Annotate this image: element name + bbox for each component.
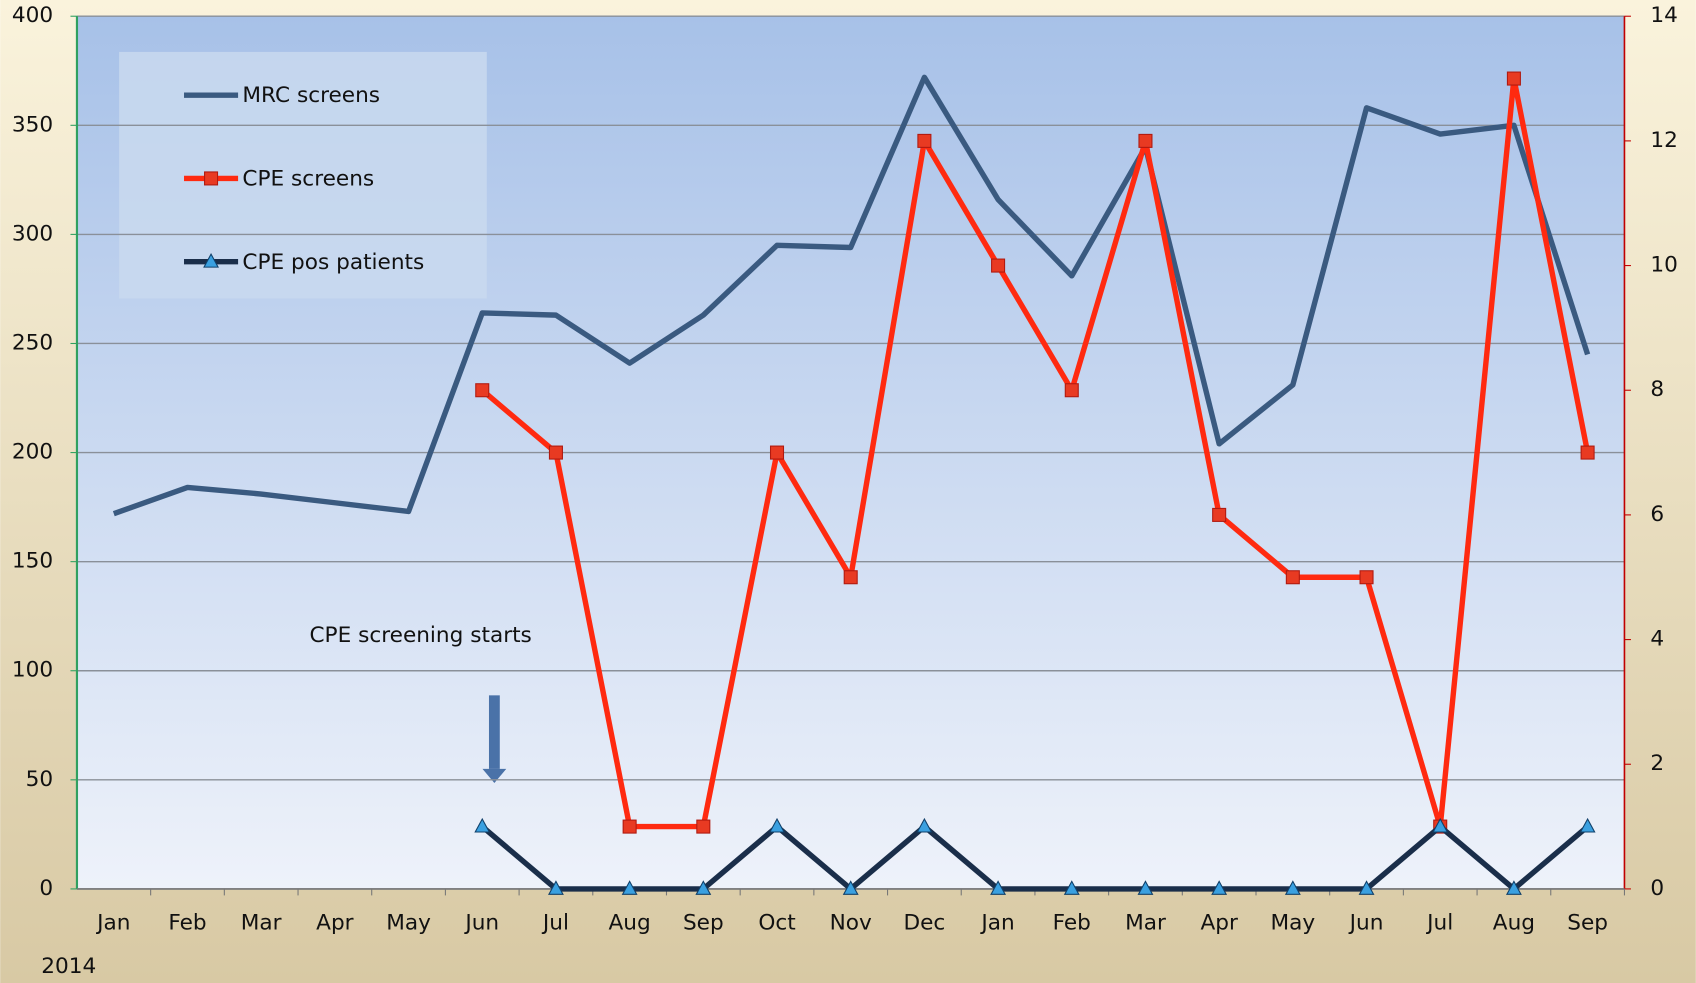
marker — [1432, 817, 1449, 833]
y-tick-label: 0 — [39, 876, 53, 901]
marker — [1505, 880, 1522, 895]
marker — [916, 817, 933, 833]
marker — [695, 880, 712, 895]
marker — [1579, 817, 1596, 833]
x-tick-label: Apr — [1200, 911, 1237, 936]
series-line — [480, 75, 1591, 830]
y2-tick-label: 8 — [1650, 377, 1664, 402]
y2-tick-label: 0 — [1650, 876, 1664, 901]
marker — [1506, 71, 1521, 86]
marker — [204, 171, 219, 186]
series-line — [112, 74, 1591, 517]
x-tick-label: Mar — [241, 911, 282, 936]
marker — [769, 817, 785, 833]
legend-label: CPE pos patients — [242, 250, 424, 275]
y2-tick-label: 10 — [1650, 253, 1678, 278]
marker — [548, 880, 564, 895]
y-tick-label: 300 — [12, 221, 53, 246]
y-tick-label: 50 — [26, 767, 54, 792]
y-tick-label: 200 — [12, 440, 53, 465]
x-tick-label: Jan — [95, 911, 130, 936]
y2-tick-label: 6 — [1650, 502, 1664, 527]
x-tick-label: Jun — [1348, 911, 1384, 936]
y-tick-label: 100 — [12, 658, 53, 683]
x-tick-label: Jul — [541, 911, 569, 936]
marker — [1211, 880, 1228, 895]
x-tick-label: Oct — [758, 911, 795, 936]
legend-box — [119, 51, 487, 299]
x-tick-label: May — [386, 911, 431, 936]
x-tick-label: Sep — [1567, 911, 1608, 936]
x-tick-label: Sep — [683, 911, 724, 936]
marker — [1138, 133, 1153, 148]
marker — [1284, 880, 1301, 895]
marker — [622, 819, 637, 834]
marker — [474, 817, 491, 833]
arrow-head — [482, 768, 507, 783]
marker — [769, 445, 785, 460]
x-tick-label: Feb — [168, 911, 206, 936]
y2-tick-label: 14 — [1650, 3, 1678, 28]
arrow-shaft — [488, 695, 500, 769]
legend-label: MRC screens — [242, 83, 380, 108]
y2-tick-label: 12 — [1650, 128, 1678, 153]
marker — [991, 258, 1006, 273]
marker — [696, 819, 711, 834]
x-tick-label: Jul — [1425, 911, 1453, 936]
x-tick-label: May — [1271, 911, 1316, 936]
marker — [548, 445, 563, 460]
marker — [1358, 880, 1375, 895]
y-tick-label: 400 — [12, 3, 53, 28]
x-tick-label: Aug — [609, 911, 651, 936]
x-tick-label: Jan — [979, 911, 1014, 936]
marker — [990, 880, 1007, 895]
legend-label: CPE screens — [242, 167, 374, 192]
marker — [1064, 383, 1079, 398]
marker — [1359, 570, 1374, 585]
annotation: CPE screening starts — [309, 623, 531, 648]
x-tick-label: Apr — [316, 911, 353, 936]
marker — [1063, 880, 1080, 895]
series-line — [480, 823, 1590, 892]
marker — [1580, 445, 1595, 460]
y2-tick-label: 4 — [1650, 627, 1664, 652]
marker — [842, 880, 859, 895]
y-tick-label: 350 — [12, 112, 53, 137]
x-tick-label: Nov — [830, 911, 872, 936]
y-tick-label: 250 — [12, 330, 53, 355]
x-tick-label: Dec — [903, 911, 945, 936]
x-tick-label: Jun — [463, 911, 499, 936]
y-tick-label: 150 — [12, 549, 53, 574]
marker — [621, 880, 638, 895]
x-tick-label: Mar — [1125, 911, 1166, 936]
marker — [1212, 507, 1227, 522]
marker — [843, 570, 858, 585]
x-tick-label: Aug — [1493, 911, 1535, 936]
marker — [1137, 880, 1154, 895]
y2-tick-label: 2 — [1650, 751, 1664, 776]
x-tick-label: Feb — [1053, 911, 1091, 936]
marker — [203, 252, 219, 268]
marker — [917, 133, 932, 148]
marker — [475, 383, 490, 398]
marker — [1285, 570, 1300, 585]
annotation: 2014 — [41, 954, 96, 979]
